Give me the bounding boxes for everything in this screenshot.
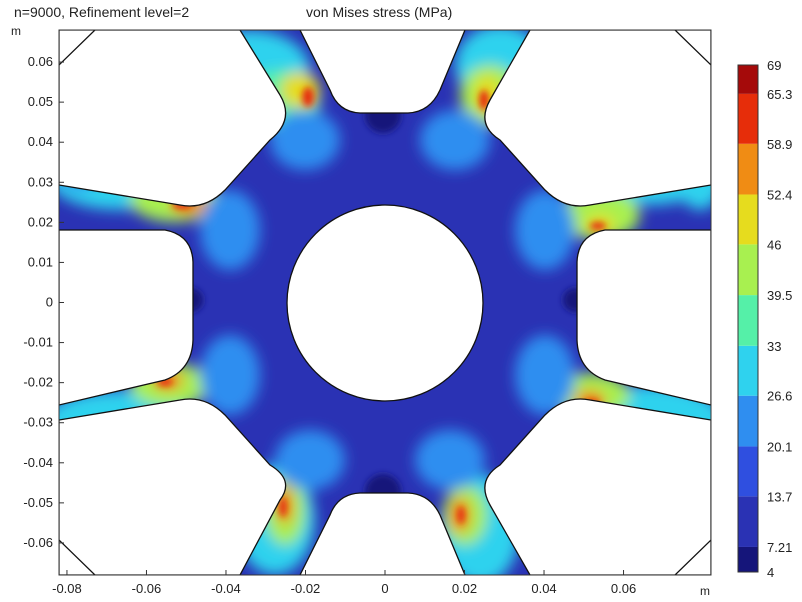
- y-tick-label: 0.05: [28, 94, 53, 109]
- pore-bottom-center: [299, 492, 466, 575]
- pore-corner-br: [674, 539, 711, 575]
- x-tick-label: 0: [381, 581, 388, 596]
- x-tick-label: -0.06: [132, 581, 162, 596]
- x-tick-label: -0.04: [211, 581, 241, 596]
- colorbar-band: [738, 446, 758, 497]
- colorbar-band: [738, 93, 758, 144]
- y-tick-label: 0: [46, 295, 53, 310]
- colorbar-band: [738, 496, 758, 547]
- pore-corner-bl: [59, 539, 96, 575]
- pore-top-left: [59, 30, 287, 207]
- colorbar-label: 58.9: [767, 137, 792, 152]
- colorbar-label: 39.5: [767, 288, 792, 303]
- colorbar-label: 4: [767, 565, 774, 580]
- y-tick-label: 0.01: [28, 254, 53, 269]
- y-tick-label: -0.04: [23, 455, 53, 470]
- pore-corner-tr: [674, 30, 711, 66]
- y-tick-label: -0.05: [23, 495, 53, 510]
- colorbar-band: [738, 65, 758, 94]
- pore-corner-tl: [59, 30, 96, 66]
- colorbar-label: 52.4: [767, 187, 792, 202]
- colorbar-label: 69: [767, 58, 781, 73]
- pore-bottom-left: [59, 398, 287, 575]
- y-axis-ticks: 0.06 0.05 0.04 0.03 0.02 0.01 0 -0.01 -0.02 -0.03…: [23, 54, 64, 550]
- colorbar-label: 65.3: [767, 87, 792, 102]
- colorbar-band: [738, 546, 758, 572]
- pore-top-right: [484, 30, 711, 207]
- colorbar-band: [738, 194, 758, 245]
- y-tick-label: -0.01: [23, 335, 53, 350]
- y-tick-label: 0.04: [28, 134, 53, 149]
- pore-shapes: [59, 30, 711, 575]
- colorbar-frame: [737, 64, 759, 573]
- colorbar-band: [738, 345, 758, 396]
- colorbar-label: 33: [767, 339, 781, 354]
- colorbar-label: 13.7: [767, 489, 792, 504]
- colorbar-band: [738, 295, 758, 346]
- plot-title: von Mises stress (MPa): [306, 4, 453, 20]
- colorbar-band: [738, 244, 758, 296]
- y-tick-label: -0.06: [23, 535, 53, 550]
- pore-left: [59, 229, 194, 406]
- colorbar: 69 65.3 58.9 52.4 46 39.5 33 26.6 20.1 13.7 7.21 4: [737, 58, 792, 580]
- colorbar-band: [738, 143, 758, 195]
- x-axis-unit: m: [700, 584, 710, 598]
- colorbar-label: 20.1: [767, 439, 792, 454]
- y-tick-label: -0.03: [23, 415, 53, 430]
- y-tick-label: -0.02: [23, 375, 53, 390]
- x-axis-ticks: -0.08 -0.06 -0.04 -0.02 0 0.02 0.04 0.06: [52, 570, 636, 596]
- y-axis-unit: m: [11, 24, 21, 38]
- x-tick-label: 0.02: [452, 581, 477, 596]
- y-tick-label: 0.02: [28, 214, 53, 229]
- x-tick-label: 0.06: [611, 581, 636, 596]
- central-hole: [286, 204, 484, 402]
- y-tick-label: 0.03: [28, 174, 53, 189]
- pore-bottom-right: [484, 398, 711, 575]
- stress-field: [59, 30, 711, 575]
- pore-top-center: [299, 30, 466, 114]
- x-tick-label: -0.08: [52, 581, 82, 596]
- colorbar-label: 7.21: [767, 540, 792, 555]
- y-tick-label: 0.06: [28, 54, 53, 69]
- colorbar-label: 46: [767, 237, 781, 252]
- x-tick-label: 0.04: [531, 581, 556, 596]
- x-tick-label: -0.02: [291, 581, 321, 596]
- colorbar-band: [738, 395, 758, 447]
- pore-right: [576, 229, 711, 406]
- plot-header-left: n=9000, Refinement level=2: [14, 4, 190, 20]
- colorbar-label: 26.6: [767, 389, 792, 404]
